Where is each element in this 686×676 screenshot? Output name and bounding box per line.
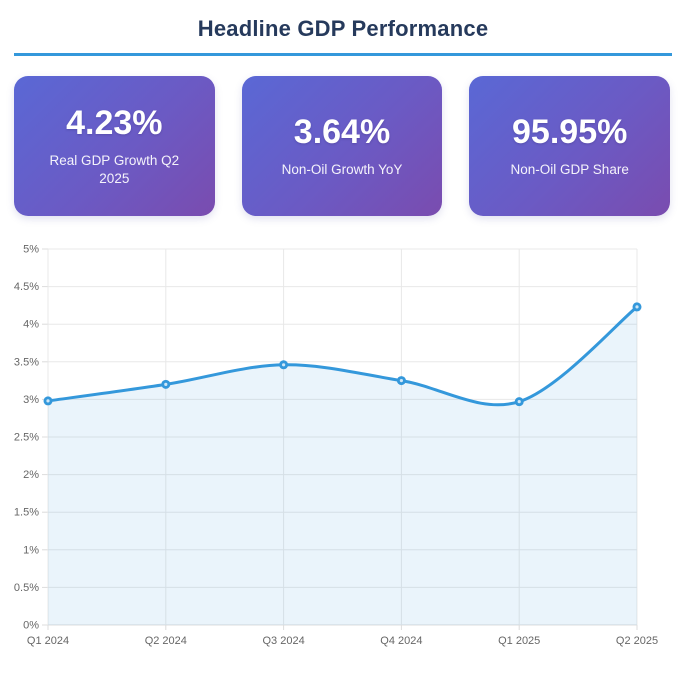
- data-point-center: [399, 379, 403, 383]
- data-point-center: [164, 382, 168, 386]
- stat-card-value: 95.95%: [512, 112, 628, 151]
- gdp-chart-section: 0% 0.5% 1% 1.5% 2% 2.5% 3% 3.5% 4% 4.5% 5% Q1 2024 Q…: [0, 236, 686, 666]
- stat-card-label: Non-Oil Growth YoY: [281, 161, 403, 177]
- data-point-center: [46, 399, 50, 403]
- page-title: Headline GDP Performance: [197, 16, 489, 41]
- gdp-line-chart[interactable]: 0% 0.5% 1% 1.5% 2% 2.5% 3% 3.5% 4% 4.5% 5% Q1 2024 Q…: [0, 236, 686, 666]
- trend-line: [46, 305, 639, 407]
- y-axis-label: 4%: [23, 319, 39, 331]
- y-axis-label: 3%: [23, 394, 39, 406]
- x-axis-label: Q1 2025: [498, 635, 540, 647]
- y-axis-label: 0%: [23, 620, 39, 632]
- data-point-center: [517, 400, 521, 404]
- y-axis-label: 3.5%: [14, 356, 39, 368]
- header: Headline GDP Performance: [14, 0, 672, 56]
- y-axis-label: 5%: [23, 244, 39, 256]
- data-point-center: [635, 305, 639, 309]
- data-points: [43, 302, 642, 407]
- y-axis-label: 2%: [23, 469, 39, 481]
- x-axis-label: Q2 2024: [145, 635, 187, 647]
- y-axis-label: 2.5%: [14, 432, 39, 444]
- stat-card-label: Real GDP Growth Q2 2025: [49, 152, 180, 186]
- stat-card: 4.23% Real GDP Growth Q2 2025: [14, 76, 215, 216]
- chart-grid: 0% 0.5% 1% 1.5% 2% 2.5% 3% 3.5% 4% 4.5% 5% Q1 2024 Q…: [14, 244, 658, 648]
- y-axis-label: 4.5%: [14, 281, 39, 293]
- y-axis-label: 1.5%: [14, 507, 39, 519]
- stat-card-value: 3.64%: [293, 112, 391, 151]
- data-point-center: [282, 363, 286, 367]
- stat-card: 95.95% Non-Oil GDP Share: [469, 76, 671, 216]
- stat-card-value: 4.23%: [66, 103, 163, 142]
- x-axis-label: Q2 2025: [616, 635, 658, 647]
- y-axis-label: 1%: [23, 544, 39, 556]
- x-axis-label: Q3 2024: [262, 635, 304, 647]
- x-axis-label: Q1 2024: [27, 635, 69, 647]
- area-fill: [48, 306, 637, 625]
- x-axis-label: Q4 2024: [380, 635, 422, 647]
- stat-card-label: Non-Oil GDP Share: [510, 161, 629, 177]
- stat-card: 3.64% Non-Oil Growth YoY: [241, 76, 443, 216]
- y-axis-label: 0.5%: [14, 582, 39, 594]
- stat-cards-row: 4.23% Real GDP Growth Q2 2025 3.64% Non-Oil…: [14, 76, 671, 216]
